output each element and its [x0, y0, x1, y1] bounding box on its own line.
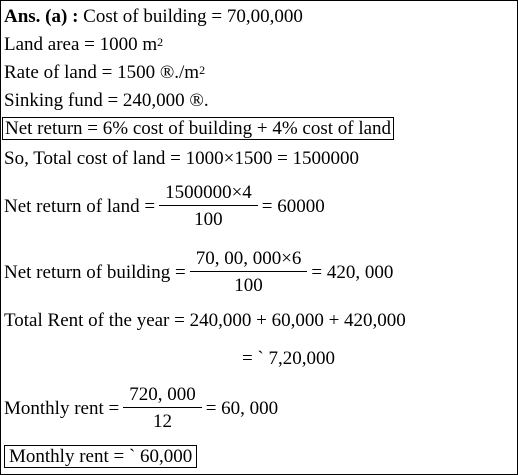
fraction-denominator: 100 — [194, 209, 223, 230]
line-cost-of-building: Ans. (a) : Cost of building = 70,00,000 — [4, 6, 303, 28]
fraction-numerator: 1500000×4 — [159, 182, 258, 206]
net-return-building-result: = 420, 000 — [311, 261, 394, 283]
answer-label: Ans. (a) : — [4, 6, 79, 27]
line-rate-of-land: Rate of land = 1500 ®./m2 — [4, 62, 205, 84]
line-monthly-rent-boxed: Monthly rent = ` 60,000 — [4, 445, 198, 468]
line-total-cost-of-land: So, Total cost of land = 1000×1500 = 150… — [4, 148, 359, 170]
line-total-rent-result: = ` 7,20,000 — [242, 348, 335, 370]
fraction-numerator: 720, 000 — [123, 384, 202, 408]
monthly-rent-result: = 60, 000 — [205, 397, 279, 419]
monthly-rent-label: Monthly rent = — [4, 397, 120, 419]
land-area-text: Land area = 1000 m — [4, 34, 158, 55]
monthly-rent-fraction: 720, 000 12 — [123, 384, 202, 433]
net-return-land-result: = 60000 — [261, 195, 325, 217]
line-monthly-rent-calc: Monthly rent = 720, 000 12 = 60, 000 — [4, 384, 278, 433]
line-land-area: Land area = 1000 m2 — [4, 34, 163, 56]
cost-of-building-text: Cost of building = 70,00,000 — [78, 6, 303, 27]
rate-of-land-exponent: 2 — [199, 63, 206, 77]
net-return-land-fraction: 1500000×4 100 — [159, 182, 258, 231]
sinking-fund-text: Sinking fund = 240,000 ®. — [4, 90, 209, 111]
rate-of-land-text: Rate of land = 1500 ®./m — [4, 62, 200, 83]
fraction-denominator: 12 — [152, 411, 172, 432]
fraction-numerator: 70, 00, 000×6 — [189, 248, 308, 272]
line-net-return-boxed: Net return = 6% cost of building + 4% co… — [2, 117, 395, 140]
total-cost-of-land-text: So, Total cost of land = 1000×1500 = 150… — [4, 148, 360, 169]
line-sinking-fund: Sinking fund = 240,000 ®. — [4, 90, 209, 112]
total-rent-result: = ` 7,20,000 — [242, 348, 336, 369]
net-return-formula: Net return = 6% cost of building + 4% co… — [2, 117, 395, 140]
net-return-land-label: Net return of land = — [4, 195, 156, 217]
net-return-building-fraction: 70, 00, 000×6 100 — [189, 248, 308, 297]
land-area-exponent: 2 — [157, 35, 164, 49]
net-return-building-label: Net return of building = — [4, 261, 186, 283]
line-net-return-of-building: Net return of building = 70, 00, 000×6 1… — [4, 248, 393, 297]
fraction-denominator: 100 — [234, 275, 263, 296]
line-total-rent: Total Rent of the year = 240,000 + 60,00… — [4, 310, 406, 332]
line-net-return-of-land: Net return of land = 1500000×4 100 = 600… — [4, 182, 325, 231]
total-rent-text: Total Rent of the year = 240,000 + 60,00… — [4, 310, 406, 331]
monthly-rent-final: Monthly rent = ` 60,000 — [4, 445, 198, 468]
